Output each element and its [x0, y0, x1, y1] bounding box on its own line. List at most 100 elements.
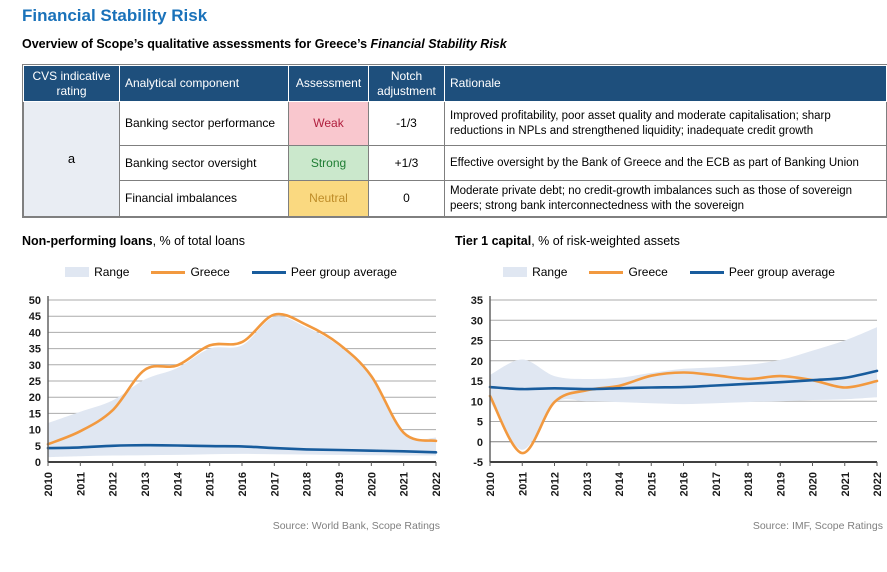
- svg-text:2013: 2013: [582, 472, 594, 496]
- npl-chart-panel: Non-performing loans, % of total loans R…: [22, 234, 440, 532]
- tier1-chart-title-suffix: , % of risk-weighted assets: [531, 234, 680, 248]
- tier1-line-chart: -5 0 5 10 15 20 25 30 35 2010 2011 2012 2013 2014 2015…: [471, 295, 881, 496]
- svg-text:2010: 2010: [485, 472, 497, 496]
- rationale-cell: Moderate private debt; no credit-growth …: [444, 180, 887, 217]
- npl-line-chart: 0 5 10 15 20 25 30 35 40 45 50 2010 2011 2012 2013 2014…: [29, 295, 440, 496]
- svg-text:2021: 2021: [840, 472, 852, 496]
- svg-text:2022: 2022: [431, 472, 440, 496]
- legend-line-swatch: [689, 270, 724, 274]
- svg-text:2011: 2011: [75, 472, 87, 496]
- component-cell: Banking sector oversight: [119, 145, 289, 181]
- svg-text:15: 15: [471, 376, 483, 388]
- table-row: a Banking sector performance Weak -1/3 I…: [23, 101, 887, 217]
- svg-text:30: 30: [471, 315, 483, 327]
- svg-text:2016: 2016: [237, 472, 249, 496]
- svg-text:2015: 2015: [646, 472, 658, 496]
- col-header-rationale: Rationale: [444, 65, 887, 102]
- svg-text:5: 5: [35, 441, 41, 453]
- table-header-row: CVS indicative rating Analytical compone…: [23, 65, 887, 102]
- legend-item-peer-group-average: Peer group average: [251, 265, 397, 279]
- assessment-badge: Neutral: [288, 180, 369, 217]
- legend-item-range: Range: [65, 265, 129, 279]
- legend-line-swatch: [589, 270, 624, 274]
- npl-chart-title-suffix: , % of total loans: [152, 234, 245, 248]
- legend-label: Range: [532, 265, 568, 279]
- svg-text:2012: 2012: [550, 472, 562, 496]
- tier1-chart-title-bold: Tier 1 capital: [455, 234, 532, 248]
- cvs-rating-cell: a: [23, 101, 120, 217]
- legend-item-greece: Greece: [151, 265, 230, 279]
- tier1-chart-title: Tier 1 capital, % of risk-weighted asset…: [455, 234, 883, 254]
- svg-text:2019: 2019: [775, 472, 787, 496]
- col-header-cvs-rating: CVS indicative rating: [23, 65, 120, 102]
- svg-text:10: 10: [471, 396, 483, 408]
- subtitle-text: Overview of Scope’s qualitative assessme…: [22, 37, 371, 51]
- svg-text:10: 10: [29, 425, 41, 437]
- assessment-table-wrap: CVS indicative rating Analytical compone…: [22, 64, 887, 218]
- svg-text:0: 0: [35, 457, 41, 469]
- tier1-chart-source: Source: IMF, Scope Ratings: [752, 520, 883, 532]
- legend-line-swatch: [251, 270, 286, 274]
- svg-text:2018: 2018: [743, 472, 755, 496]
- col-header-analytical-component: Analytical component: [119, 65, 289, 102]
- table-row: Financial imbalances Neutral 0 Moderate …: [24, 180, 887, 217]
- svg-text:2018: 2018: [302, 472, 314, 496]
- npl-chart-title: Non-performing loans, % of total loans: [22, 234, 440, 254]
- legend-label: Greece: [190, 265, 230, 279]
- svg-text:2020: 2020: [808, 472, 820, 496]
- rationale-cell: Effective oversight by the Bank of Greec…: [444, 145, 887, 181]
- svg-text:25: 25: [471, 336, 483, 348]
- svg-text:15: 15: [29, 408, 41, 420]
- svg-text:2014: 2014: [172, 471, 184, 496]
- page-subtitle: Overview of Scope’s qualitative assessme…: [22, 37, 507, 51]
- page-title: Financial Stability Risk: [22, 6, 208, 25]
- svg-text:30: 30: [29, 360, 41, 372]
- svg-text:2014: 2014: [614, 471, 626, 496]
- svg-text:-5: -5: [473, 457, 483, 469]
- svg-text:35: 35: [29, 344, 41, 356]
- rationale-cell: Improved profitability, poor asset quali…: [444, 101, 887, 146]
- legend-range-swatch: [503, 267, 528, 277]
- legend-item-range: Range: [503, 265, 567, 279]
- svg-text:2015: 2015: [205, 472, 217, 496]
- svg-text:35: 35: [471, 295, 483, 307]
- legend-label: Range: [94, 265, 130, 279]
- svg-text:25: 25: [29, 376, 41, 388]
- assessment-badge: Weak: [288, 101, 369, 146]
- component-cell: Banking sector performance: [119, 101, 289, 146]
- col-header-notch-adjustment: Notch adjustment: [368, 65, 445, 102]
- svg-text:2011: 2011: [517, 472, 529, 496]
- legend-item-greece: Greece: [589, 265, 668, 279]
- component-cell: Financial imbalances: [119, 180, 289, 217]
- svg-text:2019: 2019: [334, 472, 346, 496]
- svg-text:2021: 2021: [399, 472, 411, 496]
- npl-chart-legend: Range Greece Peer group average: [22, 264, 440, 280]
- svg-text:2012: 2012: [108, 472, 120, 496]
- svg-text:5: 5: [477, 417, 483, 429]
- notch-cell: -1/3: [368, 101, 445, 146]
- table-row: Banking sector oversight Strong +1/3 Eff…: [24, 145, 887, 181]
- svg-text:2016: 2016: [679, 472, 691, 496]
- assessment-table: CVS indicative rating Analytical compone…: [23, 65, 887, 217]
- svg-text:2013: 2013: [140, 472, 152, 496]
- npl-chart-title-bold: Non-performing loans: [22, 234, 153, 248]
- svg-text:2020: 2020: [366, 472, 378, 496]
- subtitle-italic: Financial Stability Risk: [370, 37, 507, 51]
- legend-item-peer-group-average: Peer group average: [689, 265, 835, 279]
- tier1-chart-legend: Range Greece Peer group average: [455, 264, 883, 280]
- svg-text:20: 20: [471, 356, 483, 368]
- svg-text:20: 20: [29, 392, 41, 404]
- assessment-badge: Strong: [288, 145, 369, 181]
- npl-chart-source: Source: World Bank, Scope Ratings: [272, 520, 440, 532]
- legend-label: Greece: [628, 265, 668, 279]
- svg-text:40: 40: [29, 327, 41, 339]
- svg-text:50: 50: [29, 295, 41, 307]
- svg-text:2017: 2017: [711, 472, 723, 496]
- legend-label: Peer group average: [728, 265, 835, 279]
- svg-text:0: 0: [477, 437, 483, 449]
- svg-text:45: 45: [29, 311, 41, 323]
- notch-cell: 0: [368, 180, 445, 217]
- legend-line-swatch: [151, 270, 186, 274]
- col-header-assessment: Assessment: [288, 65, 369, 102]
